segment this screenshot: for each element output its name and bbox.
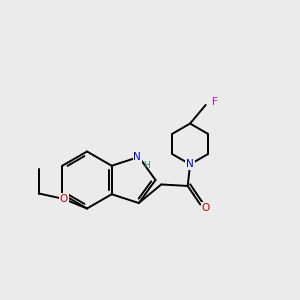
- Text: N: N: [186, 159, 194, 170]
- Text: N: N: [134, 152, 141, 162]
- Text: O: O: [202, 202, 210, 213]
- Text: F: F: [212, 97, 218, 107]
- Text: O: O: [59, 194, 68, 204]
- Text: H: H: [143, 161, 150, 170]
